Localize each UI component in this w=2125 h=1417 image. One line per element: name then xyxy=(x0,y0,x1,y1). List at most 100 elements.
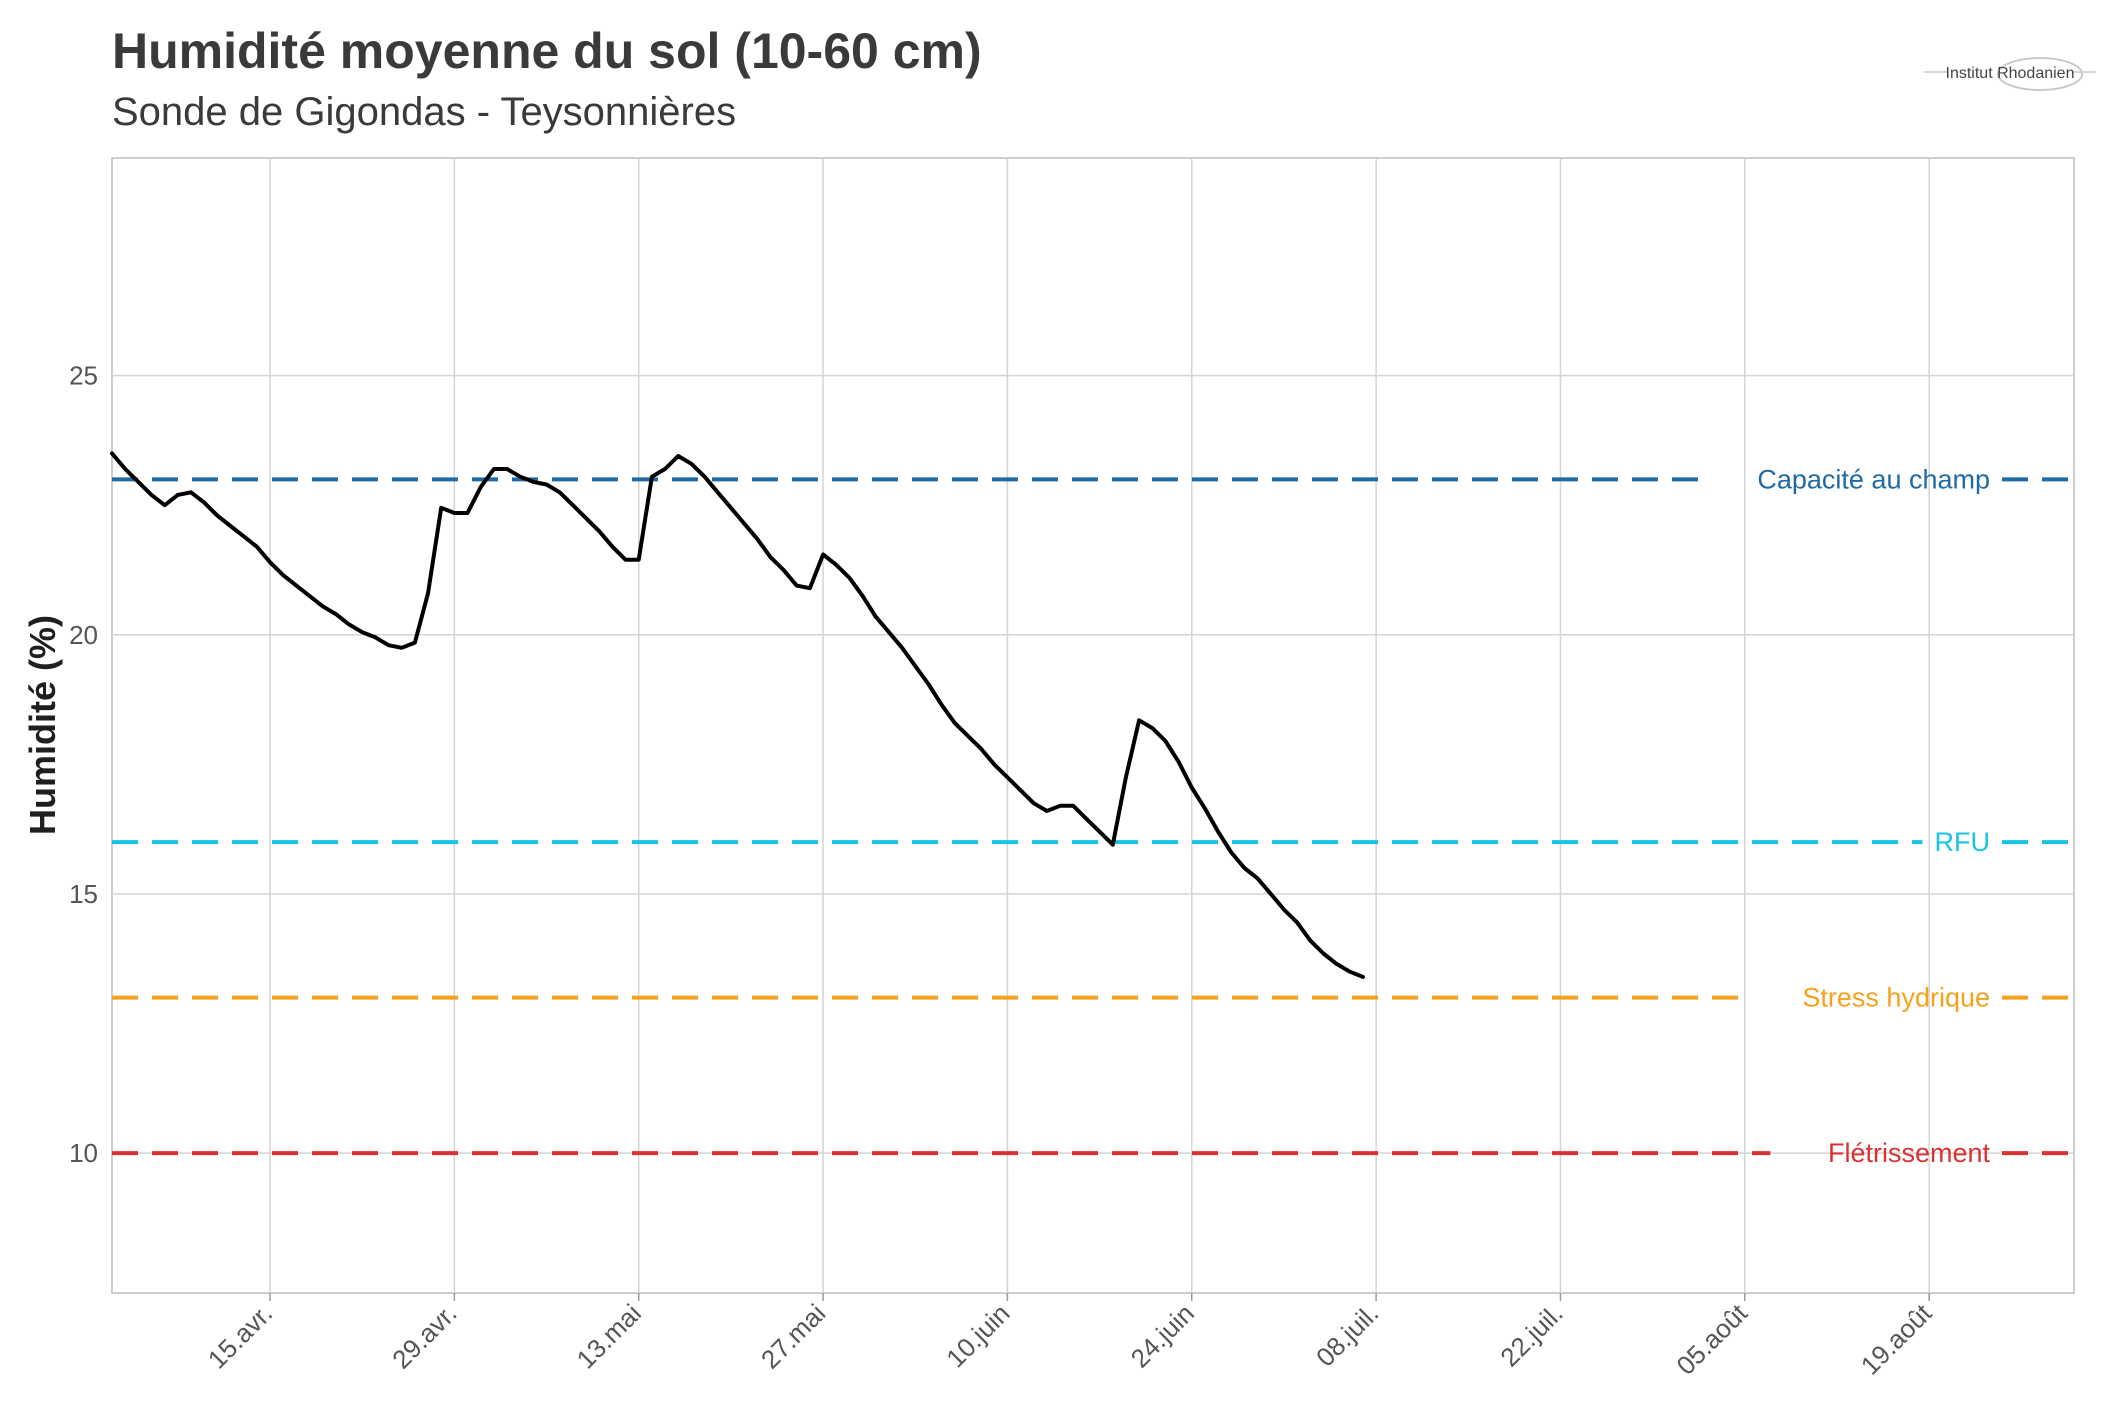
data-point xyxy=(940,703,944,707)
grid xyxy=(112,158,2074,1293)
data-point xyxy=(347,622,351,626)
data-point xyxy=(479,485,483,489)
data-point xyxy=(229,524,233,528)
data-point xyxy=(387,643,391,647)
data-point xyxy=(992,762,996,766)
data-point xyxy=(624,558,628,562)
data-point xyxy=(768,555,772,559)
data-point xyxy=(466,511,470,515)
data-point xyxy=(334,612,338,616)
data-point xyxy=(1308,939,1312,943)
y-axis-ticks: 10 15 20 25 xyxy=(69,361,98,1168)
x-tick-label: 08.juil. xyxy=(1310,1298,1384,1372)
data-point xyxy=(584,516,588,520)
data-point xyxy=(847,576,851,580)
data-point xyxy=(1335,962,1339,966)
data-point xyxy=(597,529,601,533)
data-point xyxy=(1203,806,1207,810)
data-point xyxy=(926,682,930,686)
data-point xyxy=(1071,804,1075,808)
data-point xyxy=(821,553,825,557)
data-point xyxy=(360,630,364,634)
data-point xyxy=(413,641,417,645)
x-tick-label: 10.juin xyxy=(940,1298,1015,1373)
data-point xyxy=(110,451,114,455)
institut-logo: Institut Rhodanien xyxy=(1924,57,2096,91)
data-point xyxy=(742,521,746,525)
data-point xyxy=(1005,775,1009,779)
logo-text: Institut Rhodanien xyxy=(1946,65,2075,82)
data-point xyxy=(1137,718,1141,722)
data-point xyxy=(1177,760,1181,764)
data-point xyxy=(1348,970,1352,974)
data-point xyxy=(1032,801,1036,805)
data-point xyxy=(1229,851,1233,855)
x-tick-label: 22.juil. xyxy=(1494,1298,1568,1372)
plot-area xyxy=(111,157,2075,1294)
chart-subtitle: Sonde de Gigondas - Teysonnières xyxy=(112,90,736,134)
data-point xyxy=(755,537,759,541)
data-point xyxy=(900,646,904,650)
data-point xyxy=(676,454,680,458)
data-point xyxy=(663,467,667,471)
reference-line-label: Capacité au champ xyxy=(1757,464,1990,494)
data-point xyxy=(1190,786,1194,790)
data-point xyxy=(545,483,549,487)
data-point xyxy=(1321,952,1325,956)
y-tick-label: 25 xyxy=(69,361,98,391)
data-point xyxy=(1269,892,1273,896)
reference-line-label: RFU xyxy=(1935,827,1991,857)
reference-lines: Capacité au champ RFU Stress hydrique Flétr… xyxy=(112,464,2074,1168)
x-tick-label: 24.juin xyxy=(1125,1298,1200,1373)
data-point xyxy=(163,503,167,507)
data-point xyxy=(294,584,298,588)
data-point xyxy=(1150,726,1154,730)
data-point xyxy=(242,534,246,538)
data-point xyxy=(505,467,509,471)
x-tick-label: 15.avr. xyxy=(202,1298,278,1374)
x-tick-label: 05.août xyxy=(1670,1297,1753,1380)
data-point xyxy=(1111,843,1115,847)
reference-line-label: Flétrissement xyxy=(1828,1138,1991,1168)
data-point xyxy=(321,604,325,608)
data-point xyxy=(861,594,865,598)
data-point xyxy=(1084,817,1088,821)
data-point xyxy=(136,480,140,484)
data-point xyxy=(176,493,180,497)
data-point xyxy=(834,563,838,567)
reference-line-label: Stress hydrique xyxy=(1802,983,1990,1013)
data-point xyxy=(637,558,641,562)
data-point xyxy=(782,568,786,572)
chart-title: Humidité moyenne du sol (10-60 cm) xyxy=(112,23,982,79)
data-point xyxy=(255,545,259,549)
data-point xyxy=(729,506,733,510)
data-point xyxy=(874,615,878,619)
data-point xyxy=(426,591,430,595)
data-point xyxy=(1216,830,1220,834)
data-point xyxy=(795,584,799,588)
data-point xyxy=(703,475,707,479)
data-point xyxy=(1256,876,1260,880)
data-point xyxy=(189,490,193,494)
data-point xyxy=(1163,739,1167,743)
data-point xyxy=(1045,809,1049,813)
data-point xyxy=(1124,775,1128,779)
data-point xyxy=(1098,830,1102,834)
data-point xyxy=(808,586,812,590)
data-point xyxy=(571,503,575,507)
data-point xyxy=(281,573,285,577)
y-tick-label: 15 xyxy=(69,879,98,909)
data-point xyxy=(492,467,496,471)
data-point xyxy=(531,480,535,484)
series xyxy=(110,451,1365,979)
y-tick-label: 20 xyxy=(69,620,98,650)
data-point xyxy=(887,630,891,634)
data-point xyxy=(966,734,970,738)
data-point xyxy=(215,514,219,518)
x-tick-label: 29.avr. xyxy=(386,1298,462,1374)
data-point xyxy=(123,467,127,471)
data-point xyxy=(150,493,154,497)
data-point xyxy=(1058,804,1062,808)
data-point xyxy=(1019,788,1023,792)
